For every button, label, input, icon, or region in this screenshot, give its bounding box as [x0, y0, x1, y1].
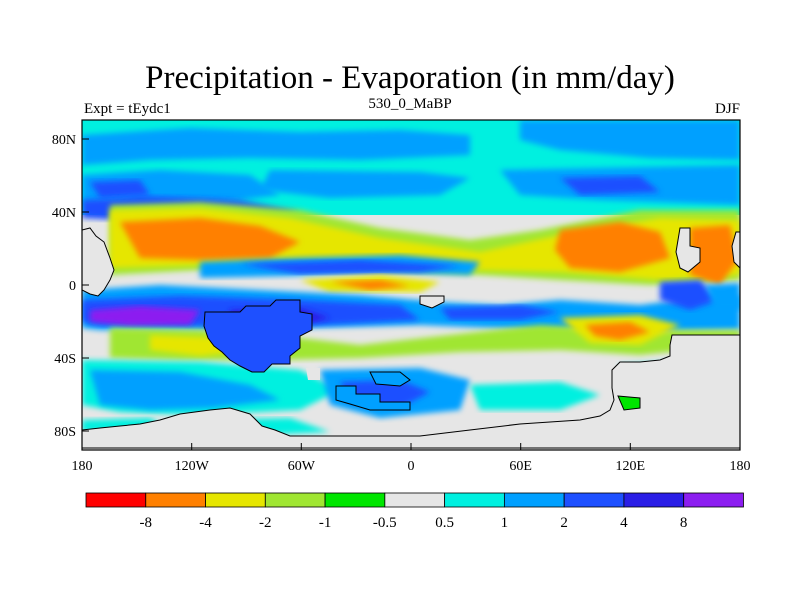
colorbar-label: -0.5 — [373, 515, 397, 531]
map-title: Precipitation - Evaporation (in mm/day) — [145, 60, 675, 96]
colorbar-swatch — [563, 492, 625, 508]
colorbar-label: -8 — [140, 515, 153, 531]
colorbar-swatch — [264, 492, 326, 508]
colorbar-swatch — [85, 492, 147, 508]
colorbar-label: 8 — [680, 515, 688, 531]
lat-tick-label: 80S — [54, 425, 76, 440]
colorbar-label: 4 — [620, 515, 628, 531]
lat-tick-label: 0 — [69, 279, 76, 294]
colorbar-swatch — [384, 492, 446, 508]
map-field — [82, 120, 740, 450]
period-label: 530_0_MaBP — [368, 96, 452, 112]
lon-tick-label: 180 — [72, 459, 93, 474]
experiment-label: Expt = tEydc1 — [84, 101, 171, 117]
colorbar-label: 0.5 — [435, 515, 454, 531]
season-label: DJF — [714, 101, 740, 117]
colorbar-swatch — [503, 492, 565, 508]
lon-tick-label: 0 — [408, 459, 415, 474]
lon-tick-label: 120E — [616, 459, 646, 474]
lon-tick-label: 60W — [288, 459, 316, 474]
lon-tick-label: 60E — [509, 459, 532, 474]
colorbar-swatch — [145, 492, 206, 508]
colorbar-label: 2 — [560, 515, 568, 531]
colorbar-label: -4 — [199, 515, 212, 531]
colorbar — [85, 492, 744, 508]
lon-tick-label: 180 — [730, 459, 751, 474]
colorbar-label: -2 — [259, 515, 272, 531]
colorbar-swatch — [205, 492, 266, 508]
colorbar-swatch — [444, 492, 505, 508]
colorbar-label: 1 — [501, 515, 509, 531]
lat-tick-label: 80N — [52, 133, 76, 148]
lon-tick-label: 120W — [175, 459, 210, 474]
colorbar-swatch — [623, 492, 685, 508]
lat-tick-label: 40N — [52, 206, 76, 221]
colorbar-swatch — [683, 492, 744, 508]
colorbar-swatch — [324, 492, 386, 508]
colorbar-label: -1 — [319, 515, 332, 531]
lat-tick-label: 40S — [54, 352, 76, 367]
